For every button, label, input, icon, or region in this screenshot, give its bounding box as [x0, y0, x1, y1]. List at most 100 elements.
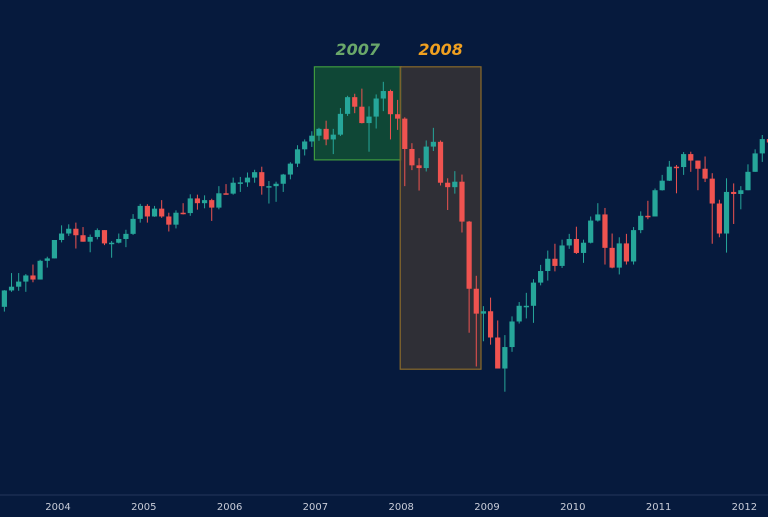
candle-body [80, 235, 86, 242]
candle-body [609, 247, 615, 268]
candle-body [695, 160, 701, 169]
candle-body [702, 168, 708, 179]
candle [495, 320, 501, 369]
candle-body [645, 215, 651, 218]
candle-body [380, 91, 386, 99]
candle [709, 173, 715, 244]
candle-body [266, 186, 272, 188]
candle-body [509, 321, 515, 348]
candle-body [344, 97, 351, 114]
candle [566, 233, 572, 249]
candle [201, 195, 208, 209]
candle-body [151, 208, 158, 217]
candle-body [709, 178, 715, 204]
candle [402, 117, 408, 187]
candle [316, 127, 322, 141]
candle-body [588, 220, 594, 243]
candle [101, 230, 108, 246]
candle [430, 127, 436, 152]
candle [194, 194, 201, 210]
candle-body [294, 149, 301, 164]
candle [30, 264, 36, 283]
candle [588, 216, 594, 244]
candle [552, 243, 558, 272]
candle [109, 241, 115, 258]
candle [352, 93, 358, 114]
candle-body [87, 236, 93, 242]
candle-body [352, 97, 358, 107]
candle-body [638, 215, 644, 231]
candle [73, 222, 79, 249]
candle-body [330, 134, 336, 140]
candle [516, 302, 522, 324]
candle [302, 139, 308, 156]
candle [323, 120, 329, 146]
candle-body [538, 271, 544, 283]
candle-body [8, 286, 15, 291]
candle [58, 225, 65, 243]
candle-body [688, 154, 694, 161]
candle [230, 177, 236, 195]
candle [745, 164, 751, 191]
candle [445, 178, 451, 210]
candle [309, 131, 315, 147]
candle-body [530, 282, 537, 306]
candle-body [137, 205, 143, 219]
candle [559, 239, 565, 268]
candle [723, 178, 730, 253]
candle-body [337, 113, 344, 135]
candle-body [309, 135, 315, 142]
candle-body [559, 245, 565, 266]
candle-body [66, 228, 72, 234]
x-tick-label: 2007 [303, 502, 328, 513]
candle [423, 140, 429, 172]
candle [380, 81, 386, 112]
candle-body [287, 163, 293, 175]
candle [173, 210, 179, 229]
candle-body [423, 146, 429, 169]
candle [716, 199, 722, 238]
candle [87, 234, 93, 253]
candle-body [602, 214, 608, 248]
candle-body [409, 148, 415, 166]
candle-body [487, 311, 494, 338]
candle-body [252, 172, 258, 178]
candle-body [552, 258, 558, 266]
candle [473, 275, 479, 367]
candle-body [659, 180, 665, 191]
candle-body [180, 212, 186, 215]
candle [287, 162, 293, 180]
candle [738, 186, 744, 210]
candle [573, 226, 579, 254]
candle-body [273, 183, 279, 187]
candle-body [566, 238, 572, 246]
highlight-box-2007 [313, 66, 402, 161]
candle-body [130, 218, 136, 234]
candle-body [116, 238, 122, 243]
candle [609, 233, 615, 269]
candle [459, 174, 465, 233]
candle-body [466, 221, 472, 289]
x-tick-label: 2004 [45, 502, 70, 513]
candle-body [759, 139, 765, 154]
candle-body [731, 191, 737, 194]
candle [16, 273, 22, 291]
candle [452, 171, 458, 194]
candle [466, 220, 472, 333]
candle [159, 200, 165, 218]
candle-body [194, 198, 201, 204]
candle [44, 256, 50, 268]
candle-body [452, 181, 458, 188]
candle [294, 145, 301, 168]
candle [759, 135, 765, 162]
x-tick-label: 2005 [131, 502, 156, 513]
highlight-box-2008 [399, 66, 482, 370]
candle-body [109, 242, 115, 245]
candle [337, 108, 344, 137]
candle-body [37, 260, 43, 280]
candle-body [173, 212, 179, 225]
candle-body [230, 182, 236, 194]
candle-body [16, 281, 22, 287]
candle-body [73, 228, 79, 236]
